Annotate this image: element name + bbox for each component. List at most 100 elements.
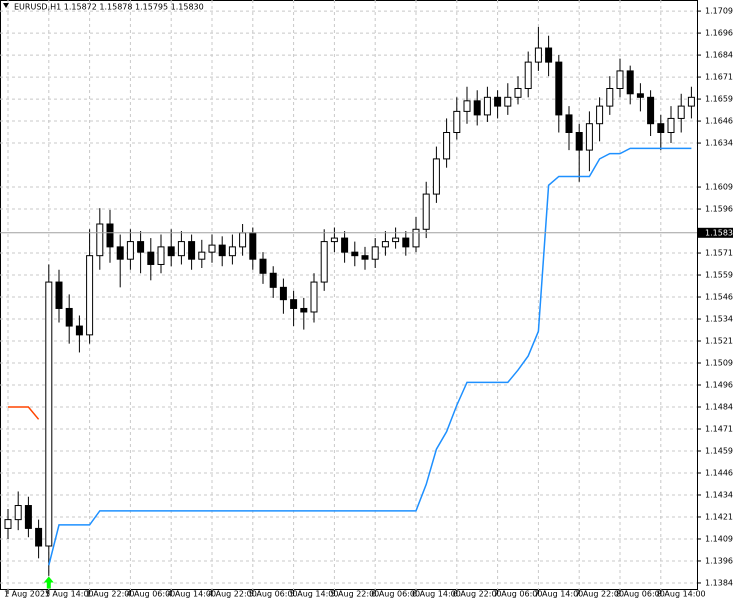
candle-body: [565, 114, 573, 133]
y-tick-label: 1.15090: [705, 359, 733, 368]
candle-body: [35, 527, 43, 547]
y-tick-label: 1.14215: [705, 512, 733, 521]
x-tick-label: 4 Aug 22:00: [208, 590, 257, 599]
candle-body: [381, 241, 389, 248]
y-tick-label: 1.16965: [705, 29, 733, 38]
candle-body: [269, 272, 277, 288]
candle-body: [137, 241, 145, 253]
y-tick-label: 1.16715: [705, 73, 733, 82]
candle-body: [412, 228, 420, 248]
candle-body: [647, 96, 655, 125]
candle-body: [606, 88, 614, 107]
y-tick-label: 1.17090: [705, 7, 733, 16]
candle-body: [626, 70, 634, 95]
y-tick-label: 1.14090: [705, 534, 733, 543]
x-tick-label: 8 Aug 06:00: [616, 590, 665, 599]
candle-body: [494, 96, 502, 107]
x-tick-label: 5 Aug 14:00: [290, 590, 339, 599]
candle-body: [545, 47, 553, 63]
x-tick-label: 7 Aug 06:00: [494, 590, 543, 599]
indicator-line: [48, 147, 692, 566]
x-tick-label: 5 Aug 06:00: [249, 590, 298, 599]
y-tick-label: 1.14340: [705, 490, 733, 499]
menu-icon[interactable]: [3, 3, 9, 8]
candle-body: [402, 237, 410, 248]
y-tick-label: 1.14840: [705, 402, 733, 411]
y-tick-label: 1.13965: [705, 556, 733, 565]
candle-body: [330, 237, 338, 243]
y-tick-label: 1.16090: [705, 183, 733, 192]
candle-body: [96, 223, 104, 257]
candle-body: [4, 519, 12, 529]
candle-body: [422, 193, 430, 230]
candle-body: [392, 237, 400, 243]
candle-body: [167, 246, 175, 257]
candle-body: [657, 123, 665, 133]
x-tick-label: 6 Aug 22:00: [453, 590, 502, 599]
candle-body: [463, 100, 471, 112]
x-tick-label: 6 Aug 14:00: [412, 590, 461, 599]
candle-body: [483, 96, 491, 116]
x-tick-label: 4 Aug 06:00: [126, 590, 175, 599]
y-tick-label: 1.15965: [705, 205, 733, 214]
candle-body: [341, 237, 349, 253]
y-tick-label: 1.16840: [705, 51, 733, 60]
y-tick-label: 1.14590: [705, 446, 733, 455]
candle-body: [636, 93, 644, 98]
candle-body: [218, 244, 226, 257]
candle-body: [65, 307, 73, 327]
y-tick-label: 1.16340: [705, 139, 733, 148]
candle-body: [24, 505, 32, 529]
candle-body: [147, 251, 155, 265]
candle-body: [290, 299, 298, 309]
x-tick-label: 7 Aug 22:00: [575, 590, 624, 599]
candle-body: [116, 246, 124, 260]
candle-body: [249, 232, 257, 260]
y-tick-label: 1.15465: [705, 293, 733, 302]
x-tick-label: 1 Aug 22:00: [86, 590, 135, 599]
candle-body: [585, 123, 593, 151]
buy-arrow: [43, 576, 54, 589]
candle-body: [534, 47, 542, 63]
y-tick-label: 1.15715: [705, 249, 733, 258]
candle-body: [596, 105, 604, 125]
x-tick-label: 1 Aug 14:00: [45, 590, 94, 599]
candle-body: [106, 223, 114, 248]
candle-body: [555, 61, 563, 116]
candle-body: [86, 255, 94, 336]
candle-body: [259, 258, 267, 274]
y-tick-label: 1.14715: [705, 424, 733, 433]
candle-body: [361, 255, 369, 260]
candle-body: [310, 281, 318, 313]
indicator-line: [8, 406, 40, 420]
candle-body: [75, 325, 83, 336]
x-tick-label: 4 Aug 14:00: [167, 590, 216, 599]
y-tick-label: 1.15340: [705, 315, 733, 324]
candle-body: [228, 246, 236, 257]
candle-body: [687, 96, 695, 107]
y-tick-label: 1.16465: [705, 117, 733, 126]
candle-body: [514, 88, 522, 98]
chart-title: EURUSD,H1 1.15872 1.15878 1.15795 1.1583…: [14, 3, 204, 12]
candle-body: [351, 251, 359, 257]
candle-body: [677, 105, 685, 119]
last-price-box: [698, 227, 733, 238]
x-tick-label: 7 Aug 14:00: [534, 590, 583, 599]
candle-body: [279, 286, 287, 301]
x-tick-label: 1 Aug 2025: [4, 590, 50, 599]
y-tick-label: 1.16590: [705, 95, 733, 104]
candle-body: [320, 241, 328, 283]
candle-body: [667, 117, 675, 133]
plot-frame: [0, 0, 698, 590]
x-tick-label: 6 Aug 06:00: [371, 590, 420, 599]
candle-body: [126, 241, 134, 260]
candle-body: [473, 100, 481, 116]
candle-body: [616, 70, 624, 90]
candle-body: [443, 131, 451, 160]
candle-body: [504, 96, 512, 107]
x-tick-label: 8 Aug 14:00: [657, 590, 706, 599]
candle-body: [55, 281, 63, 309]
y-tick-label: 1.13840: [705, 578, 733, 587]
candle-body: [300, 307, 308, 313]
